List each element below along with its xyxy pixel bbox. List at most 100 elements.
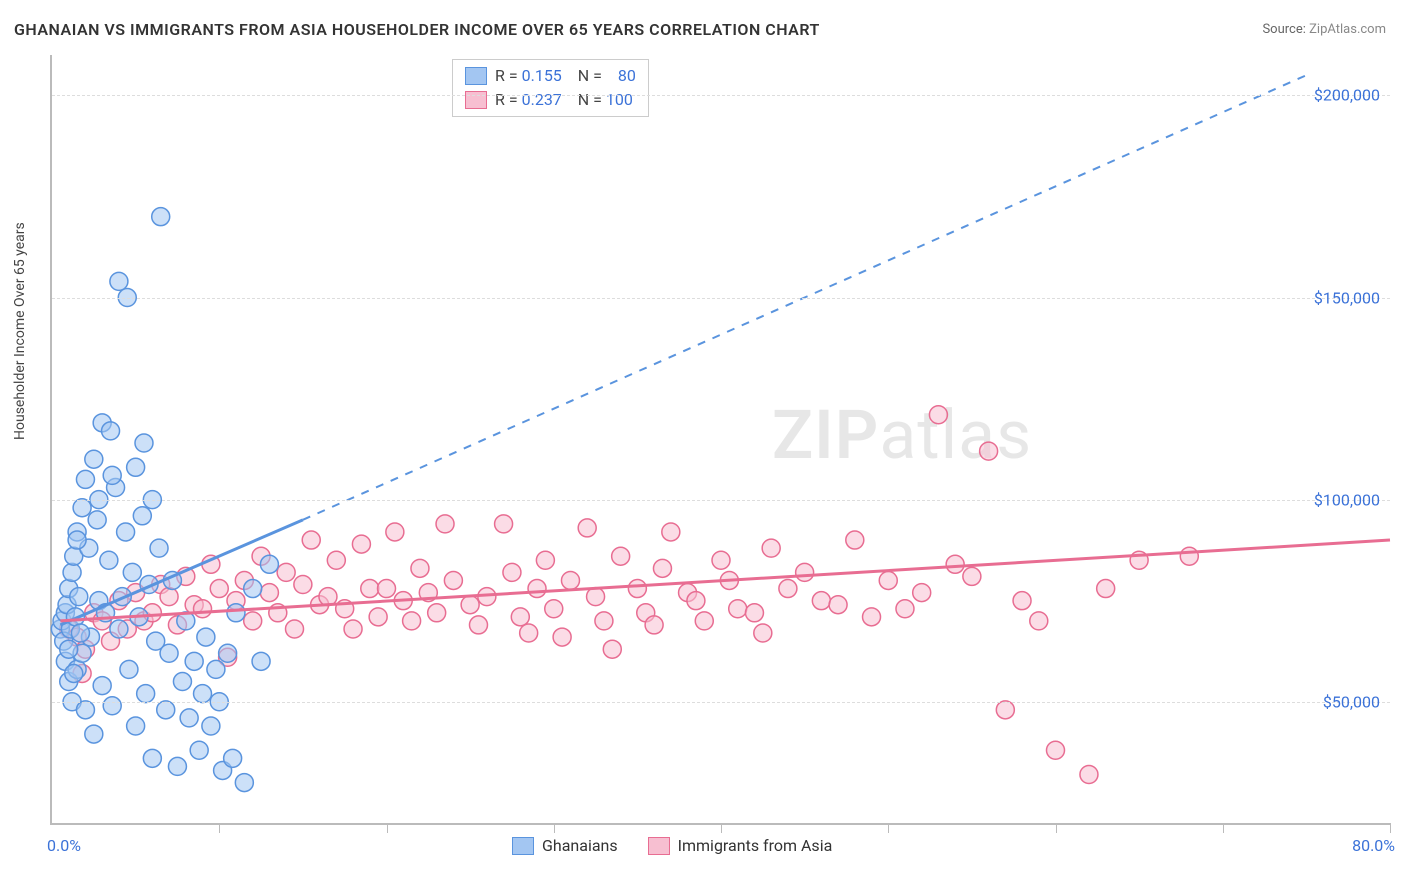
legend-swatch-ghanaians bbox=[512, 837, 534, 855]
x-axis-min-label: 0.0% bbox=[47, 836, 81, 855]
data-point bbox=[244, 612, 262, 630]
data-point bbox=[361, 580, 379, 598]
data-point bbox=[210, 580, 228, 598]
data-point bbox=[896, 600, 914, 618]
legend-label-2: Immigrants from Asia bbox=[678, 836, 833, 855]
data-point bbox=[127, 717, 145, 735]
data-point bbox=[286, 620, 304, 638]
x-tick bbox=[888, 823, 889, 833]
source-value: ZipAtlas.com bbox=[1309, 22, 1386, 37]
data-point bbox=[996, 701, 1014, 719]
data-point bbox=[378, 580, 396, 598]
data-point bbox=[244, 580, 262, 598]
data-point bbox=[219, 644, 237, 662]
data-point bbox=[294, 576, 312, 594]
y-tick-label: $50,000 bbox=[1323, 692, 1380, 711]
data-point bbox=[369, 608, 387, 626]
data-point bbox=[143, 749, 161, 767]
data-point bbox=[403, 612, 421, 630]
legend-row-1: R =0.155 N = 80 bbox=[465, 64, 636, 88]
data-point bbox=[76, 701, 94, 719]
data-point bbox=[73, 499, 91, 517]
data-point bbox=[157, 701, 175, 719]
data-point bbox=[712, 551, 730, 569]
gridline-h bbox=[52, 500, 1390, 501]
y-tick-label: $150,000 bbox=[1314, 288, 1380, 307]
data-point bbox=[133, 507, 151, 525]
data-point bbox=[252, 652, 270, 670]
x-tick bbox=[1390, 823, 1391, 833]
y-axis-label: Householder Income Over 65 years bbox=[12, 222, 28, 440]
data-point bbox=[120, 660, 138, 678]
data-point bbox=[68, 531, 86, 549]
data-point bbox=[197, 628, 215, 646]
data-point bbox=[436, 515, 454, 533]
y-tick-label: $100,000 bbox=[1314, 490, 1380, 509]
data-point bbox=[587, 588, 605, 606]
data-point bbox=[628, 580, 646, 598]
series-legend: Ghanaians Immigrants from Asia bbox=[512, 836, 832, 855]
data-point bbox=[194, 685, 212, 703]
data-point bbox=[190, 741, 208, 759]
data-point bbox=[110, 272, 128, 290]
data-point bbox=[603, 640, 621, 658]
data-point bbox=[160, 644, 178, 662]
data-point bbox=[913, 584, 931, 602]
y-tick-label: $200,000 bbox=[1314, 86, 1380, 105]
data-point bbox=[103, 466, 121, 484]
data-point bbox=[1097, 580, 1115, 598]
data-point bbox=[495, 515, 513, 533]
data-point bbox=[662, 523, 680, 541]
correlation-legend: R =0.155 N = 80 R =0.237 N =100 bbox=[452, 59, 649, 117]
data-point bbox=[1013, 592, 1031, 610]
data-point bbox=[235, 774, 253, 792]
data-point bbox=[536, 551, 554, 569]
data-point bbox=[180, 709, 198, 727]
data-point bbox=[103, 697, 121, 715]
data-point bbox=[428, 604, 446, 622]
data-point bbox=[879, 571, 897, 589]
data-point bbox=[260, 555, 278, 573]
data-point bbox=[829, 596, 847, 614]
data-point bbox=[645, 616, 663, 634]
x-axis-max-label: 80.0% bbox=[1352, 836, 1395, 855]
x-tick bbox=[554, 823, 555, 833]
data-point bbox=[202, 717, 220, 735]
data-point bbox=[411, 559, 429, 577]
data-point bbox=[70, 588, 88, 606]
data-point bbox=[88, 511, 106, 529]
data-point bbox=[110, 620, 128, 638]
x-tick bbox=[219, 823, 220, 833]
data-point bbox=[520, 624, 538, 642]
data-point bbox=[135, 434, 153, 452]
data-point bbox=[386, 523, 404, 541]
data-point bbox=[65, 664, 83, 682]
data-point bbox=[461, 596, 479, 614]
data-point bbox=[352, 535, 370, 553]
data-point bbox=[545, 600, 563, 618]
data-point bbox=[980, 442, 998, 460]
data-point bbox=[653, 559, 671, 577]
data-point bbox=[63, 563, 81, 581]
data-point bbox=[150, 539, 168, 557]
source-attribution: Source: ZipAtlas.com bbox=[1262, 22, 1386, 37]
data-point bbox=[327, 551, 345, 569]
data-point bbox=[863, 608, 881, 626]
data-point bbox=[207, 660, 225, 678]
data-point bbox=[553, 628, 571, 646]
data-point bbox=[762, 539, 780, 557]
data-point bbox=[277, 563, 295, 581]
data-point bbox=[561, 571, 579, 589]
data-point bbox=[194, 600, 212, 618]
data-point bbox=[137, 685, 155, 703]
chart-svg bbox=[52, 55, 1390, 823]
data-point bbox=[76, 470, 94, 488]
data-point bbox=[344, 620, 362, 638]
data-point bbox=[93, 677, 111, 695]
data-point bbox=[846, 531, 864, 549]
data-point bbox=[227, 604, 245, 622]
legend-swatch-asia bbox=[648, 837, 670, 855]
x-tick bbox=[387, 823, 388, 833]
x-tick bbox=[1056, 823, 1057, 833]
data-point bbox=[127, 458, 145, 476]
